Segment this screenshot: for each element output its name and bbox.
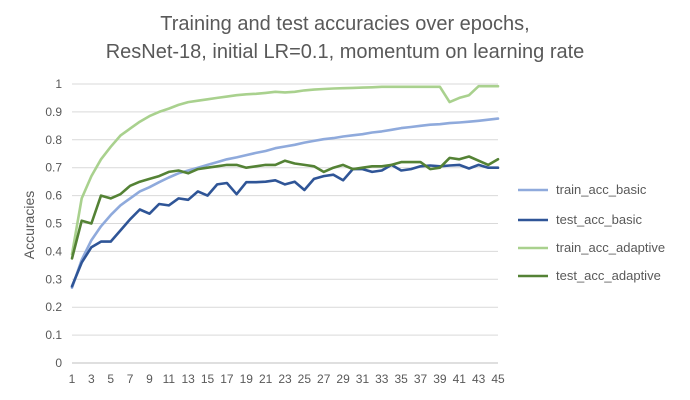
y-tick-label: 0.1 [45, 328, 62, 342]
x-tick-label: 45 [491, 372, 505, 386]
x-tick-label: 7 [127, 372, 134, 386]
y-tick-label: 0.3 [45, 272, 62, 286]
y-tick-label: 0.8 [45, 133, 62, 147]
series-line-train-acc-adaptive [70, 84, 500, 256]
x-tick-label: 9 [146, 372, 153, 386]
x-tick-label: 17 [220, 372, 234, 386]
y-tick-label: 0.7 [45, 161, 62, 175]
x-tick-label: 27 [317, 372, 331, 386]
x-tick-label: 23 [278, 372, 292, 386]
y-tick-label: 0 [55, 356, 62, 370]
legend-label: test_acc_basic [556, 212, 642, 227]
y-tick-label: 0.5 [45, 217, 62, 231]
x-tick-label: 35 [395, 372, 409, 386]
axes: 00.10.20.30.40.50.60.70.80.911 3 5 7 9 11 13 15… [45, 77, 505, 386]
y-tick-label: 0.4 [45, 244, 62, 258]
x-tick-label: 15 [201, 372, 215, 386]
x-tick-label: 3 [88, 372, 95, 386]
x-tick-label: 37 [414, 372, 428, 386]
x-tick-label: 41 [453, 372, 467, 386]
x-tick-label: 39 [433, 372, 447, 386]
x-tick-label: 11 [163, 372, 176, 386]
series-line-train-acc-basic [70, 117, 500, 290]
chart-title: Training and test accuracies over epochs… [160, 13, 529, 35]
x-tick-label: 5 [107, 372, 114, 386]
x-tick-label: 29 [336, 372, 350, 386]
series-line-test-acc-adaptive [70, 155, 500, 260]
legend-label: test_acc_adaptive [556, 268, 661, 283]
x-tick-label: 19 [240, 372, 254, 386]
series-lines [70, 84, 500, 290]
x-tick-label: 25 [298, 372, 312, 386]
x-tick-label: 33 [375, 372, 389, 386]
legend-label: train_acc_adaptive [556, 240, 665, 255]
y-axis-label: Accuracies [21, 191, 37, 259]
x-tick-label: 13 [182, 372, 196, 386]
x-tick-label: 21 [259, 372, 273, 386]
legend-label: train_acc_basic [556, 182, 647, 197]
y-tick-label: 0.2 [45, 300, 62, 314]
y-tick-label: 0.9 [45, 105, 62, 119]
y-tick-label: 1 [55, 77, 62, 91]
y-tick-label: 0.6 [45, 189, 62, 203]
x-tick-label: 43 [472, 372, 486, 386]
chart-subtitle: ResNet-18, initial LR=0.1, momentum on l… [106, 41, 585, 63]
gridlines [72, 83, 498, 336]
x-tick-label: 31 [356, 372, 370, 386]
legend: train_acc_basic test_acc_basic train_acc_a… [518, 182, 665, 283]
x-tick-label: 1 [69, 372, 76, 386]
